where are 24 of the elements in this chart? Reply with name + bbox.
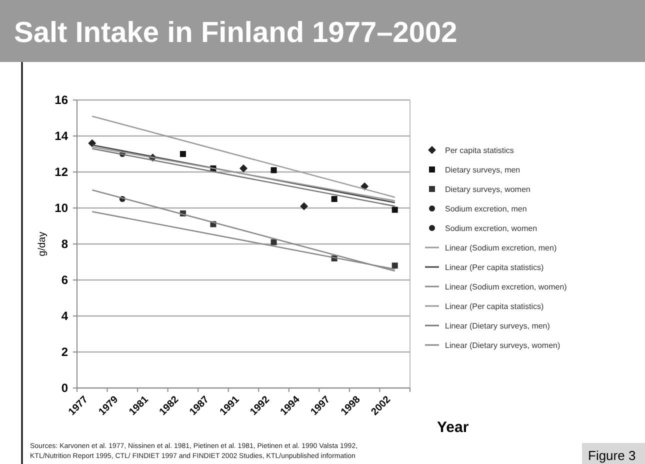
legend-label: Linear (Sodium excretion, women) <box>445 282 568 292</box>
legend-label: Sodium excretion, men <box>445 204 527 214</box>
y-tick-label: 10 <box>54 201 68 216</box>
x-axis-title: Year <box>437 419 469 436</box>
legend-label: Linear (Dietary surveys, men) <box>445 321 550 330</box>
y-tick-label: 4 <box>61 309 68 324</box>
legend-label: Linear (Sodium excretion, men) <box>445 243 557 252</box>
y-tick-label: 16 <box>54 93 68 108</box>
legend-label: Sodium excretion, women <box>445 224 538 233</box>
y-tick-label: 2 <box>61 345 68 360</box>
y-axis-title: g/day <box>37 232 48 256</box>
caption: Figure 3 <box>588 448 636 463</box>
y-tick-label: 12 <box>54 165 68 180</box>
y-tick-label: 14 <box>54 129 68 144</box>
y-tick-label: 0 <box>61 381 68 396</box>
y-tick-label: 6 <box>61 273 68 288</box>
legend-label: Linear (Per capita statistics) <box>445 302 544 311</box>
y-tick-label: 8 <box>61 237 68 252</box>
legend-label: Dietary surveys, men <box>445 165 520 174</box>
legend-label: Dietary surveys, women <box>445 184 530 194</box>
legend-label: Linear (Per capita statistics) <box>445 262 544 272</box>
legend-label: Linear (Dietary surveys, women) <box>445 340 560 350</box>
legend-label: Per capita statistics <box>445 146 514 155</box>
chart-title: Salt Intake in Finland 1977–2002 <box>14 17 458 49</box>
